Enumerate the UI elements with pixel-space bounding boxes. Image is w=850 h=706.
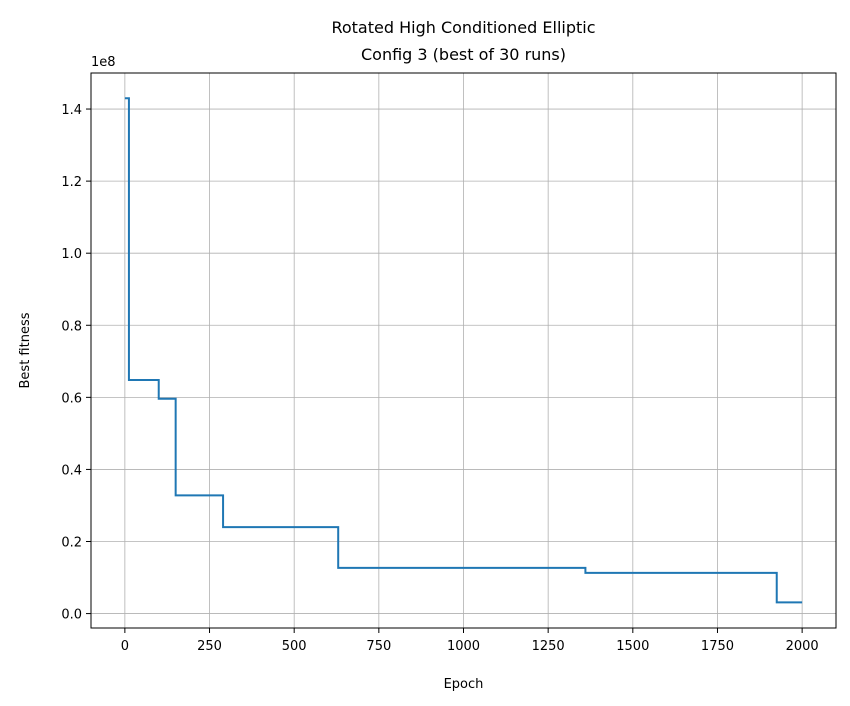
y-axis-label: Best fitness (18, 312, 33, 388)
x-axis-ticks: 0 250 500 750 1000 1250 1500 1750 2000 (121, 628, 819, 654)
x-tick-label: 1750 (701, 639, 734, 654)
x-tick-label: 1250 (532, 639, 565, 654)
y-tick-label: 1.0 (61, 247, 82, 262)
x-tick-label: 250 (197, 639, 222, 654)
y-tick-label: 1.2 (61, 175, 82, 190)
series-layer (124, 97, 803, 604)
y-axis-ticks: 0.0 0.2 0.4 0.6 0.8 1.0 1.2 1.4 (61, 103, 91, 623)
x-tick-label: 2000 (786, 639, 819, 654)
x-tick-label: 1000 (447, 639, 480, 654)
y-tick-label: 0.6 (61, 391, 82, 406)
x-tick-label: 0 (121, 639, 129, 654)
x-tick-label: 750 (366, 639, 391, 654)
y-tick-label: 0.2 (61, 536, 82, 551)
y-tick-label: 0.8 (61, 319, 82, 334)
y-tick-label: 0.0 (61, 608, 82, 623)
chart-title: Rotated High Conditioned Elliptic (331, 18, 595, 37)
x-axis-label: Epoch (444, 677, 484, 692)
series-line (124, 97, 803, 604)
x-tick-label: 1500 (616, 639, 649, 654)
grid (91, 73, 836, 628)
y-tick-label: 1.4 (61, 103, 82, 118)
y-tick-label: 0.4 (61, 463, 82, 478)
chart-subtitle: Config 3 (best of 30 runs) (361, 45, 566, 64)
y-axis-offset-label: 1e8 (91, 55, 116, 70)
x-tick-label: 500 (282, 639, 307, 654)
